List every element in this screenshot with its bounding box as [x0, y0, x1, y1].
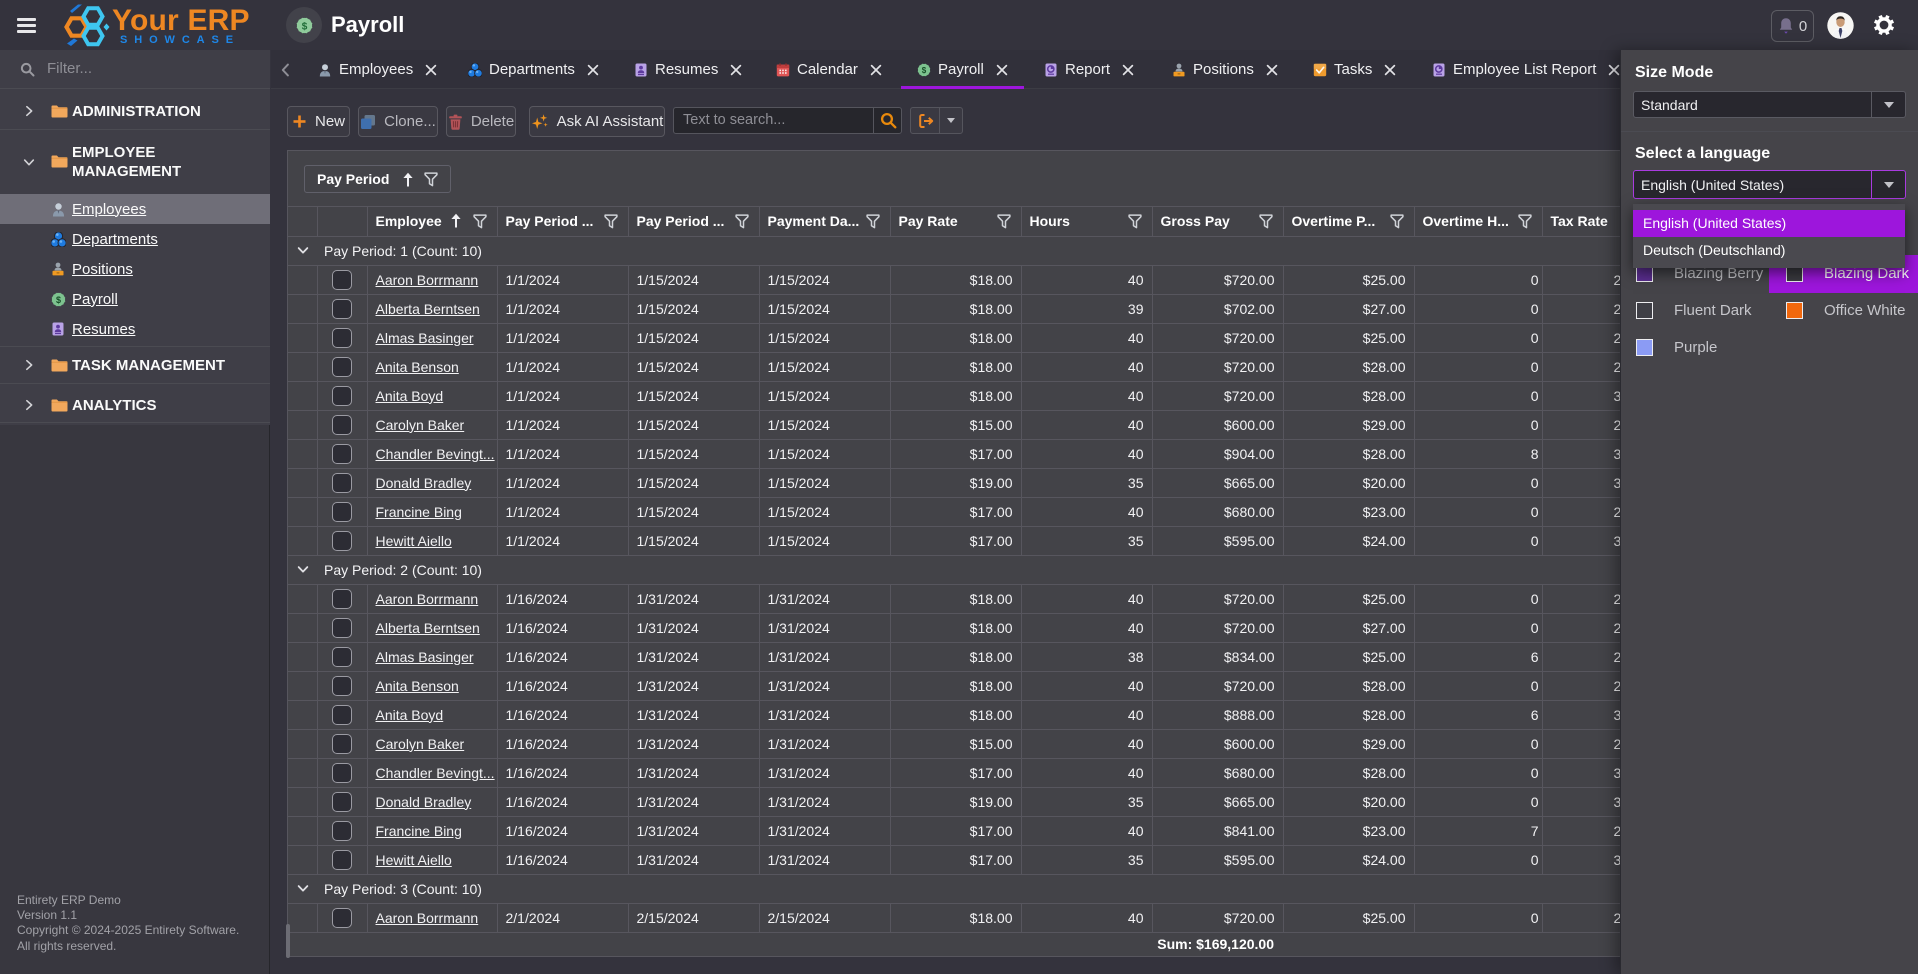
svg-text:$: $ [922, 66, 927, 75]
svg-text:$: $ [56, 295, 61, 305]
svg-text:$: $ [301, 21, 307, 32]
